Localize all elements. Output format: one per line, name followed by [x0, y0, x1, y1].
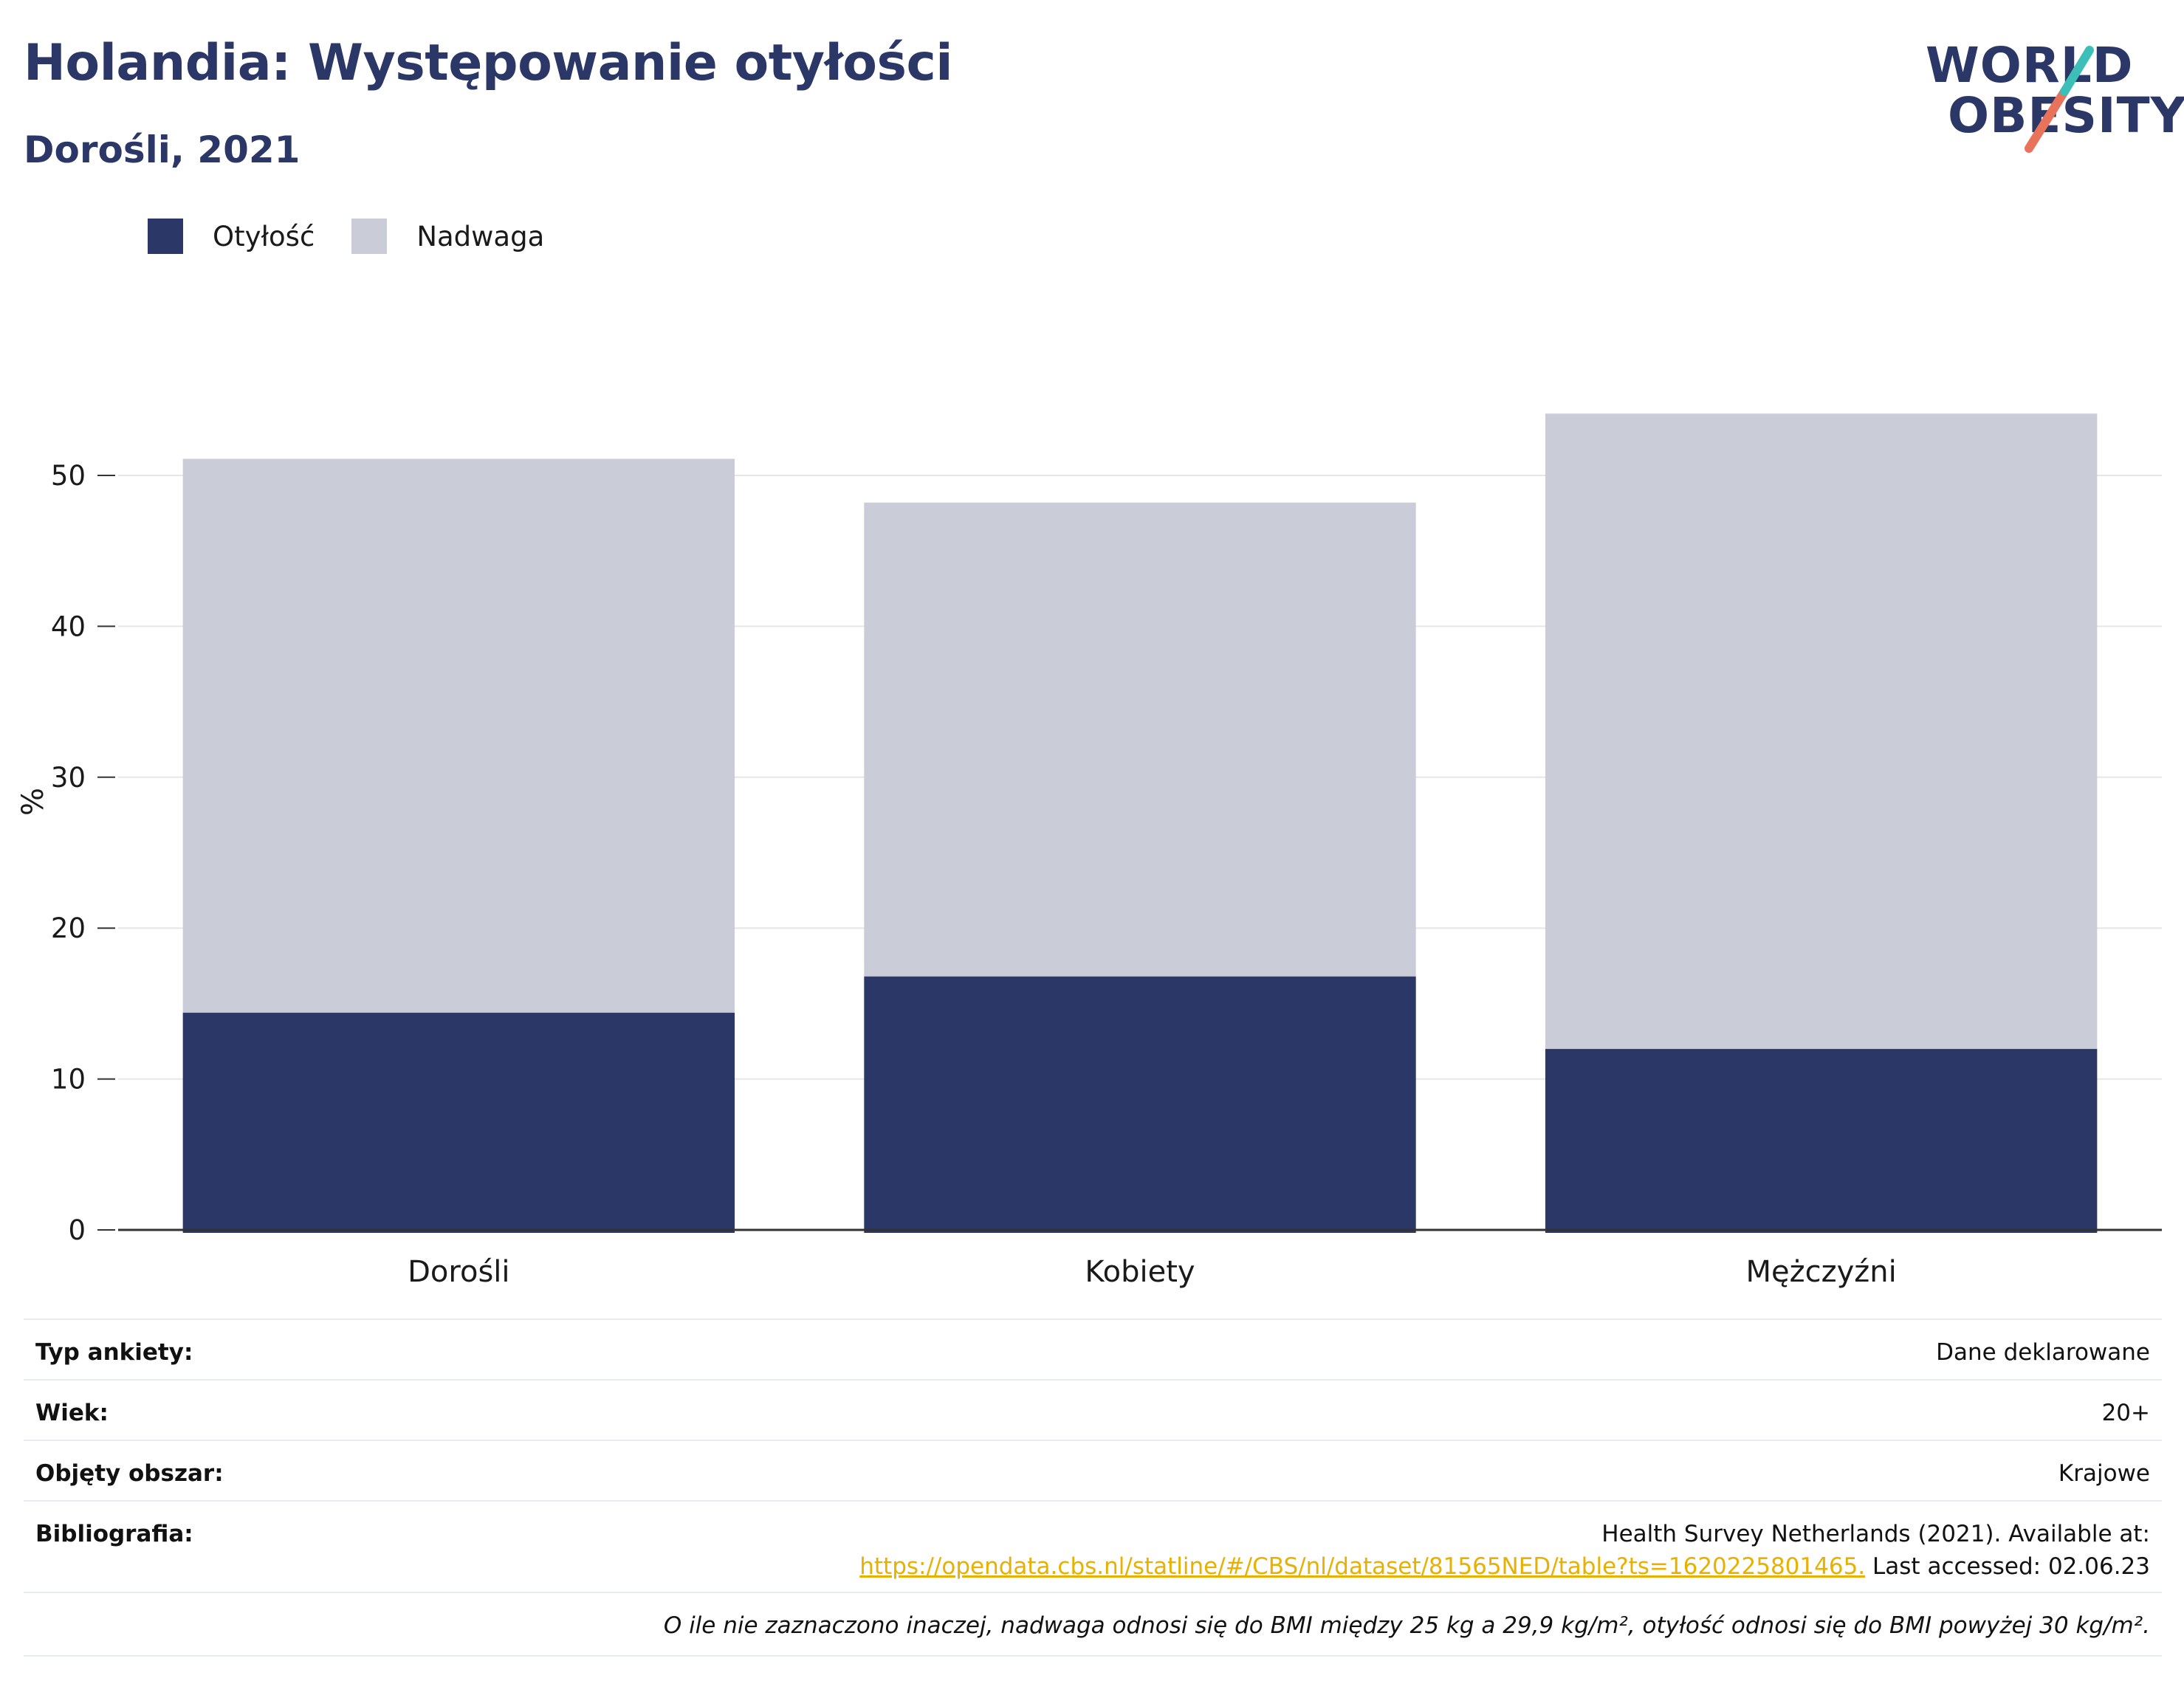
legend-swatch-obesity[interactable] [148, 219, 183, 254]
chart-title: Holandia: Występowanie otyłości [24, 34, 953, 92]
info-row-note: O ile nie zaznaczono inaczej, nadwaga od… [24, 1592, 2162, 1657]
survey-type-label: Typ ankiety: [35, 1339, 193, 1366]
logo-slash-icon [2025, 46, 2094, 153]
legend-swatch-overweight[interactable] [351, 219, 388, 254]
legend-label-obesity[interactable]: Otyłość [213, 220, 315, 252]
bibliography-text: Health Survey Netherlands (2021). Availa… [1601, 1521, 2150, 1547]
bar-obesity-2[interactable] [1545, 1048, 2098, 1233]
bar-obesity-0[interactable] [182, 1012, 735, 1233]
y-tick-label: 30 [51, 762, 86, 794]
bibliography-accessed: Last accessed: 02.06.23 [1872, 1553, 2150, 1580]
survey-type-value: Dane deklarowane [1936, 1339, 2150, 1366]
logo-line-2: OBESITY [1948, 87, 2184, 144]
x-tick-label: Dorośli [408, 1255, 509, 1289]
y-tick-label: 10 [51, 1064, 86, 1096]
x-tick-label: Kobiety [1085, 1255, 1195, 1289]
chart-area: 0 10 20 30 40 50 Dorośli Kobiety Mężczyźni % [16, 413, 2162, 1289]
y-tick-label: 0 [68, 1214, 86, 1246]
age-label: Wiek: [35, 1400, 109, 1426]
bars [182, 413, 2098, 1233]
bibliography-label: Bibliografia: [35, 1521, 193, 1547]
y-tick-label: 20 [51, 912, 86, 944]
y-tick-label: 40 [51, 611, 86, 642]
legend-label-overweight[interactable]: Nadwaga [416, 220, 545, 252]
x-axis-ticks: Dorośli Kobiety Mężczyźni [408, 1255, 1897, 1289]
area-value: Krajowe [2058, 1460, 2150, 1487]
logo-line-1: WORLD [1926, 37, 2134, 94]
chart-subtitle: Dorośli, 2021 [24, 128, 301, 171]
bar-obesity-1[interactable] [864, 976, 1416, 1233]
bibliography-link-line: https://opendata.cbs.nl/statline/#/CBS/n… [859, 1553, 2150, 1580]
y-axis-label: % [16, 788, 50, 816]
legend: Otyłość Nadwaga [148, 219, 581, 254]
definition-note: O ile nie zaznaczono inaczej, nadwaga od… [663, 1612, 2150, 1639]
bibliography-link[interactable]: https://opendata.cbs.nl/statline/#/CBS/n… [859, 1553, 1866, 1580]
x-tick-label: Mężczyźni [1746, 1255, 1897, 1289]
info-row-bibliography: Bibliografia: Health Survey Netherlands … [24, 1500, 2162, 1593]
age-value: 20+ [2101, 1400, 2150, 1426]
info-row-age: Wiek: 20+ [24, 1379, 2162, 1441]
world-obesity-logo: WORLD OBESITY [1926, 27, 2184, 159]
y-tick-label: 50 [51, 460, 86, 492]
area-label: Objęty obszar: [35, 1460, 224, 1487]
bar-overweight-2[interactable] [1545, 413, 2098, 1049]
info-row-survey-type: Typ ankiety: Dane deklarowane [24, 1318, 2162, 1381]
y-axis-ticks: 0 10 20 30 40 50 [51, 460, 115, 1246]
info-row-area: Objęty obszar: Krajowe [24, 1440, 2162, 1502]
bar-overweight-0[interactable] [182, 458, 735, 1013]
bar-overweight-1[interactable] [864, 502, 1416, 977]
